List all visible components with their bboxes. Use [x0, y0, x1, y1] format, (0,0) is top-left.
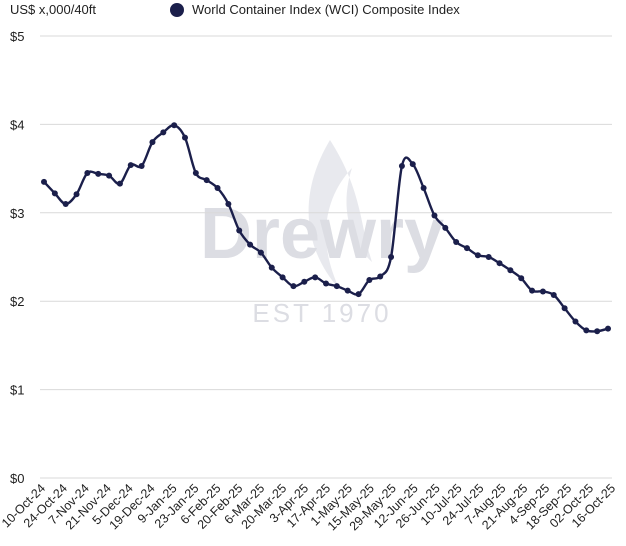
legend: World Container Index (WCI) Composite In… [170, 2, 460, 17]
data-point [572, 318, 579, 325]
data-point [453, 238, 460, 245]
data-point [106, 172, 113, 179]
data-point [583, 327, 590, 334]
data-point [312, 274, 319, 281]
data-point [73, 191, 80, 198]
data-point [51, 190, 58, 197]
data-point [355, 291, 362, 298]
x-axis: 10-Oct-2424-Oct-247-Nov-2421-Nov-245-Dec… [0, 481, 618, 533]
data-point [62, 200, 69, 207]
data-point [398, 162, 405, 169]
data-point [605, 325, 611, 332]
data-point [138, 162, 145, 169]
data-point [203, 177, 210, 184]
y-tick-label: $1 [10, 383, 24, 398]
y-tick-label: $4 [10, 117, 24, 132]
data-point [496, 260, 503, 267]
series-points [41, 122, 611, 335]
data-point [323, 280, 329, 287]
data-point [268, 264, 275, 271]
data-point [409, 161, 416, 168]
data-point [507, 267, 514, 274]
data-point [160, 129, 167, 136]
data-point [192, 170, 199, 177]
y-tick-label: $3 [10, 206, 24, 221]
data-point [344, 287, 351, 294]
data-point [236, 227, 243, 234]
data-point [301, 278, 308, 285]
y-unit-label: US$ x,000/40ft [10, 2, 96, 17]
data-point [388, 254, 395, 260]
data-point [442, 224, 449, 231]
data-point [171, 122, 178, 129]
y-axis: $0 $1 $2 $3 $4 $5 [10, 29, 24, 486]
data-point [420, 185, 427, 192]
data-point [594, 328, 601, 335]
y-tick-label: $0 [10, 471, 24, 486]
data-point [127, 162, 134, 169]
data-point [214, 185, 221, 192]
data-point [561, 305, 568, 312]
data-point [366, 276, 373, 283]
data-point [464, 245, 470, 252]
data-point [518, 275, 525, 282]
data-point [116, 180, 123, 187]
y-tick-label: $5 [10, 29, 24, 44]
data-point [95, 170, 102, 177]
watermark-brand-text: Drewry [200, 194, 444, 274]
data-point [182, 134, 188, 141]
data-point [550, 292, 557, 299]
data-point [539, 288, 546, 295]
data-point [377, 273, 384, 280]
data-point [529, 287, 536, 294]
legend-label: World Container Index (WCI) Composite In… [192, 2, 460, 17]
data-point [84, 170, 91, 177]
watermark-flame-icon [308, 140, 372, 290]
data-point [225, 200, 232, 207]
gridlines [40, 35, 612, 479]
drewry-watermark: Drewry EST 1970 [200, 140, 444, 328]
data-point [431, 212, 438, 219]
data-point [474, 252, 481, 259]
watermark-est-text: EST 1970 [252, 298, 391, 328]
data-point [257, 249, 264, 256]
data-point [485, 254, 492, 260]
data-point [279, 274, 286, 281]
y-tick-label: $2 [10, 294, 24, 309]
data-point [247, 241, 254, 248]
data-point [333, 283, 340, 290]
data-point [149, 139, 156, 146]
data-point [290, 283, 297, 290]
data-point [41, 178, 47, 185]
legend-swatch [170, 2, 184, 17]
